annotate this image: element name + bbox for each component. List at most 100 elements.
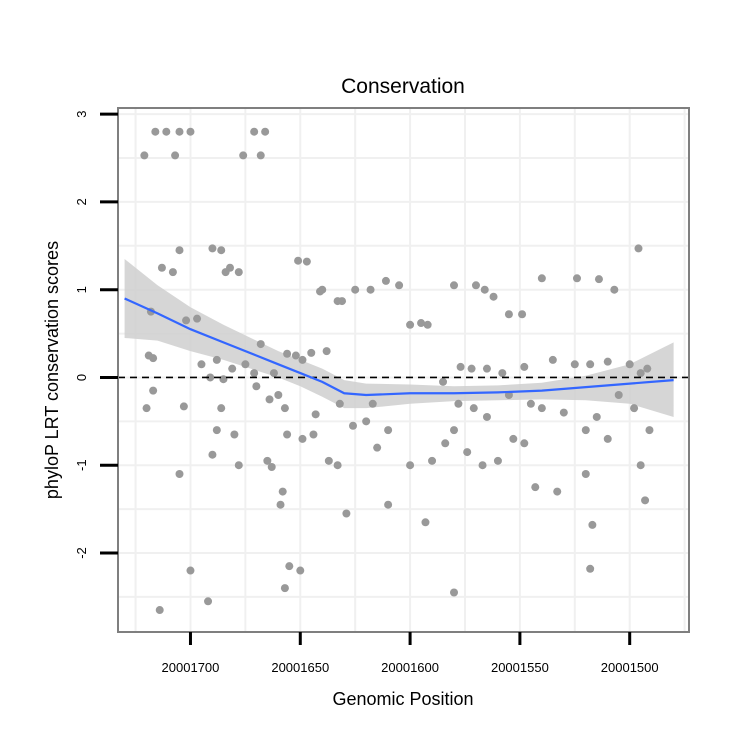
data-point — [140, 151, 149, 160]
data-point — [581, 426, 590, 435]
data-point — [520, 439, 529, 448]
data-point — [362, 417, 371, 426]
data-point — [338, 297, 347, 306]
data-point — [265, 395, 274, 404]
data-point — [469, 404, 478, 413]
x-tick-label: 20001650 — [271, 660, 329, 675]
data-point — [175, 246, 184, 255]
data-point — [182, 316, 191, 325]
smooth-fit-line — [124, 297, 674, 397]
data-point — [450, 426, 459, 435]
data-point — [406, 320, 415, 329]
data-point — [217, 246, 226, 255]
data-point — [252, 382, 261, 391]
data-point — [603, 434, 612, 443]
y-tick-label: 0 — [74, 374, 89, 381]
data-point — [206, 373, 215, 382]
data-point — [520, 362, 529, 371]
data-point — [333, 461, 342, 470]
data-point — [586, 360, 595, 369]
data-point — [335, 399, 344, 408]
data-point — [239, 151, 248, 160]
data-point — [149, 386, 158, 395]
data-point — [450, 588, 459, 597]
data-point — [559, 408, 568, 417]
data-point — [311, 410, 320, 419]
data-point — [421, 518, 430, 527]
data-point — [175, 127, 184, 136]
data-point — [241, 360, 250, 369]
data-point — [283, 349, 292, 358]
data-point — [493, 456, 502, 465]
data-point — [634, 244, 643, 253]
data-point — [250, 369, 259, 378]
data-point — [537, 274, 546, 283]
data-point — [482, 412, 491, 421]
data-point — [548, 355, 557, 364]
data-point — [342, 509, 351, 518]
data-point — [285, 562, 294, 571]
plot-area: 20001700 20001650 20001600 20001550 20001500… — [74, 107, 690, 675]
data-point — [263, 456, 272, 465]
data-point — [298, 355, 307, 364]
data-point — [234, 461, 243, 470]
data-point — [592, 412, 601, 421]
data-point — [368, 399, 377, 408]
data-point — [234, 268, 243, 277]
data-point — [151, 127, 160, 136]
data-point — [149, 354, 158, 363]
data-point — [322, 347, 331, 356]
data-point — [518, 310, 527, 319]
data-point — [212, 355, 221, 364]
data-point — [450, 281, 459, 290]
data-point — [531, 483, 540, 492]
data-point — [274, 391, 283, 400]
data-point — [441, 439, 450, 448]
data-point — [509, 434, 518, 443]
data-point — [296, 566, 305, 575]
data-point — [142, 404, 151, 413]
data-point — [603, 357, 612, 366]
data-point — [294, 256, 303, 265]
data-point — [276, 500, 285, 509]
data-point — [324, 456, 333, 465]
data-point — [348, 421, 357, 430]
data-point — [186, 127, 195, 136]
data-point — [384, 500, 393, 509]
data-point — [423, 320, 432, 329]
y-tick-label: 2 — [74, 198, 89, 205]
data-point — [553, 487, 562, 496]
data-point — [283, 430, 292, 439]
data-point — [250, 127, 259, 136]
data-point — [482, 364, 491, 373]
data-point — [193, 314, 202, 323]
panel-border — [117, 107, 690, 633]
data-point — [428, 456, 437, 465]
x-tick-label: 20001700 — [162, 660, 220, 675]
data-point — [454, 399, 463, 408]
data-point — [208, 450, 217, 459]
data-point — [197, 360, 206, 369]
x-axis-title: Genomic Position — [332, 689, 473, 709]
data-point — [219, 375, 228, 384]
data-point — [261, 127, 270, 136]
data-point — [309, 430, 318, 439]
data-point — [168, 268, 177, 277]
data-point — [381, 276, 390, 285]
data-point — [280, 404, 289, 413]
data-point — [316, 287, 325, 296]
data-point — [463, 448, 472, 457]
x-tick-label: 20001600 — [381, 660, 439, 675]
data-point — [204, 597, 213, 606]
data-point — [614, 391, 623, 400]
data-point — [171, 151, 180, 160]
data-point — [269, 369, 278, 378]
data-point — [302, 257, 311, 266]
data-point — [417, 319, 426, 328]
chart-title: Conservation — [341, 75, 465, 98]
data-point — [526, 399, 535, 408]
data-point — [471, 281, 480, 290]
data-point — [480, 285, 489, 294]
y-tick-label: -2 — [74, 547, 89, 559]
